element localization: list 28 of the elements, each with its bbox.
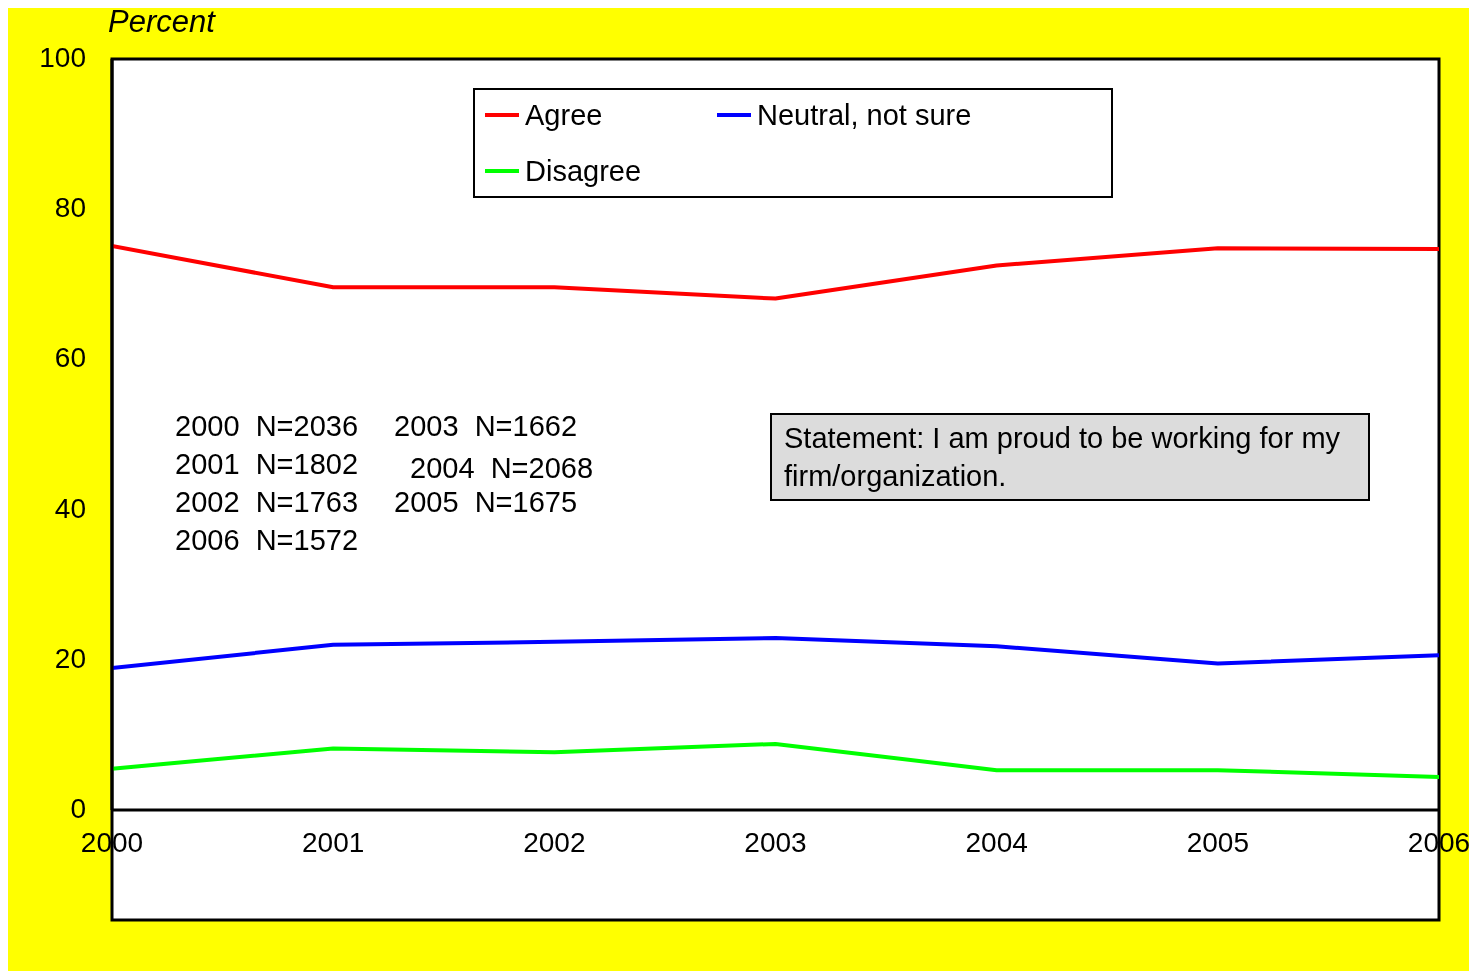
annotation: 2001 N=1802: [175, 448, 359, 481]
legend-label: Agree: [525, 98, 603, 132]
y-tick-label: 0: [70, 792, 86, 824]
y-axis-title: Percent: [108, 4, 215, 40]
annotation: 2000 N=2036: [175, 410, 359, 443]
line-series: [112, 244, 1439, 301]
line-series: [112, 741, 1439, 779]
y-tick-label: 60: [54, 342, 86, 374]
x-tick-label: 2006: [1407, 826, 1471, 858]
y-tick-label: 80: [54, 192, 86, 224]
annotation: 2006 N=1572: [175, 524, 359, 557]
annotation: 2005 N=1675: [394, 486, 578, 519]
x-tick-label: 2002: [523, 826, 586, 858]
line-series: [112, 636, 1439, 671]
x-tick-label: 2005: [1186, 826, 1249, 858]
x-tick-label: 2000: [80, 826, 144, 858]
annotation: Statement: I am proud to be working for my firm/organization.: [770, 413, 1370, 501]
annotation: 2002 N=1763: [175, 486, 359, 519]
y-tick-label: 100: [39, 41, 86, 73]
legend-label: Neutral, not sure: [757, 98, 972, 132]
legend-label: Disagree: [525, 154, 642, 188]
annotation: 2003 N=1662: [394, 410, 578, 443]
annotation: 2004 N=2068: [410, 452, 594, 485]
x-tick-label: 2003: [744, 826, 807, 858]
y-tick-label: 20: [54, 642, 86, 674]
x-tick-label: 2004: [965, 826, 1028, 858]
x-tick-label: 2001: [302, 826, 365, 858]
y-tick-label: 40: [54, 492, 86, 524]
